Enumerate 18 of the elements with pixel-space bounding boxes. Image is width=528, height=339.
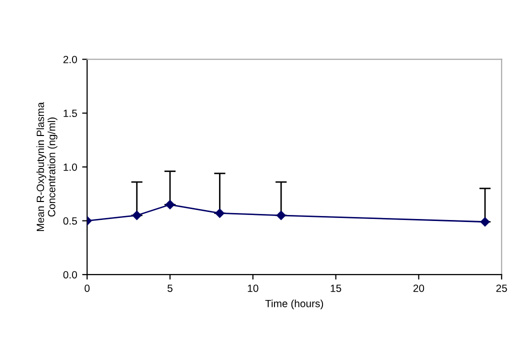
x-tick-label: 20 bbox=[413, 284, 424, 292]
point bbox=[480, 217, 490, 226]
x-tick-label: 15 bbox=[330, 284, 342, 292]
point bbox=[132, 210, 142, 220]
x-tick-label: 0 bbox=[84, 284, 90, 292]
y-tick-label: 0.0 bbox=[63, 271, 77, 278]
y-tick-label: 2.0 bbox=[63, 56, 77, 64]
x-axis-title: Time (hours) bbox=[265, 300, 324, 310]
x-tick-label: 25 bbox=[496, 284, 507, 292]
point bbox=[215, 208, 224, 218]
point bbox=[276, 210, 286, 220]
x-tick-label: 5 bbox=[168, 284, 172, 292]
y-tick-label: 1.0 bbox=[64, 163, 77, 171]
y-tick-label: 0.5 bbox=[63, 217, 77, 225]
point bbox=[165, 200, 175, 210]
y-axis-title: Mean R-Oxybutynin Plasma Concentration (ng/ml) bbox=[36, 102, 58, 231]
y-tick-label: 1.5 bbox=[64, 110, 77, 118]
x-tick-label: 10 bbox=[248, 284, 258, 292]
